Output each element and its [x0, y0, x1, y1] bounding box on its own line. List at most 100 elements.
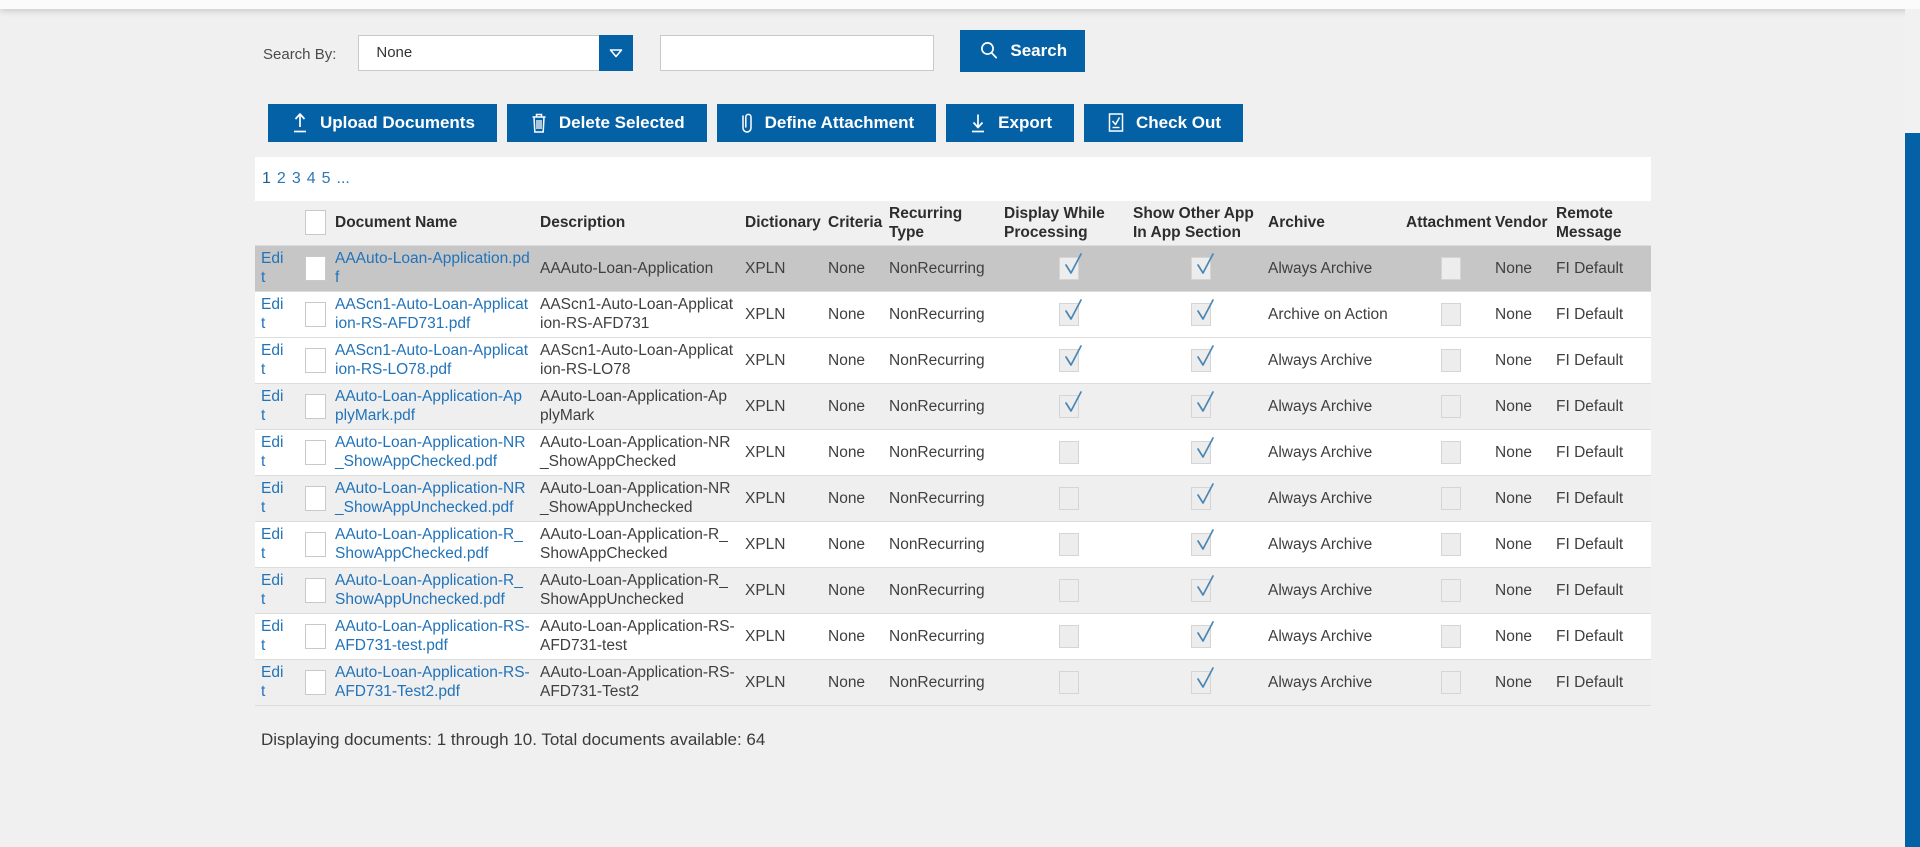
scrollbar-track[interactable] — [1905, 9, 1920, 847]
attachment-checkbox[interactable] — [1440, 670, 1461, 694]
attachment-checkbox[interactable] — [1440, 440, 1461, 464]
dictionary-cell: XPLN — [745, 627, 786, 645]
show-other-app-checkbox[interactable] — [1190, 344, 1214, 372]
row-checkbox[interactable] — [304, 347, 326, 373]
edit-link[interactable]: Edit — [261, 296, 284, 332]
criteria-cell: None — [828, 489, 866, 507]
remote-message-cell: FI Default — [1556, 627, 1624, 645]
document-name-link[interactable]: AAScn1-Auto-Loan-Application-RS-LO78.pdf — [335, 342, 529, 378]
display-while-processing-checkbox[interactable] — [1058, 440, 1079, 464]
edit-link[interactable]: Edit — [261, 526, 284, 562]
table-row: Edit AAuto-Loan-Application-R_ShowAppUnc… — [255, 567, 1651, 613]
document-name-link[interactable]: AAuto-Loan-Application-NR_ShowAppChecked… — [335, 434, 526, 470]
paperclip-icon — [739, 111, 755, 135]
vendor-cell: None — [1495, 397, 1533, 415]
dropdown-arrow-button[interactable] — [599, 34, 634, 71]
attachment-checkbox[interactable] — [1440, 302, 1461, 326]
document-name-link[interactable]: AAuto-Loan-Application-ApplyMark.pdf — [335, 388, 522, 424]
show-other-app-checkbox[interactable] — [1190, 436, 1214, 464]
description-cell: AAScn1-Auto-Loan-Application-RS-AFD731 — [540, 296, 734, 332]
pagination-page-link[interactable]: 3 — [291, 170, 301, 187]
define-attachment-button[interactable]: Define Attachment — [716, 104, 937, 142]
document-name-link[interactable]: AAuto-Loan-Application-RS-AFD731-test.pd… — [335, 618, 530, 654]
pagination-page-link[interactable]: 5 — [321, 170, 331, 187]
search-button[interactable]: Search — [960, 30, 1086, 72]
scrollbar-thumb[interactable] — [1905, 133, 1920, 847]
table-row: Edit AAAuto-Loan-Application.pdf AAAuto-… — [255, 245, 1651, 291]
row-checkbox[interactable] — [304, 577, 326, 603]
attachment-checkbox[interactable] — [1440, 256, 1461, 280]
pagination-page-link[interactable]: 2 — [276, 170, 286, 187]
export-button[interactable]: Export — [946, 104, 1074, 142]
row-checkbox[interactable] — [304, 393, 326, 419]
edit-link[interactable]: Edit — [261, 250, 284, 286]
edit-link[interactable]: Edit — [261, 664, 284, 700]
upload-documents-button[interactable]: Upload Documents — [268, 104, 497, 142]
edit-link[interactable]: Edit — [261, 434, 284, 470]
select-all-checkbox[interactable] — [304, 210, 326, 236]
description-cell: AAuto-Loan-Application-R_ShowAppUnchecke… — [540, 572, 728, 608]
attachment-checkbox[interactable] — [1440, 348, 1461, 372]
checkmark-icon — [1196, 574, 1214, 596]
row-checkbox[interactable] — [304, 485, 326, 511]
upload-icon — [290, 111, 310, 135]
display-while-processing-checkbox[interactable] — [1058, 532, 1079, 556]
document-name-link[interactable]: AAuto-Loan-Application-R_ShowAppUnchecke… — [335, 572, 523, 608]
remote-message-cell: FI Default — [1556, 351, 1624, 369]
description-cell: AAuto-Loan-Application-NR_ShowAppChecked — [540, 434, 731, 470]
check-out-button[interactable]: Check Out — [1084, 104, 1244, 142]
edit-link[interactable]: Edit — [261, 480, 284, 516]
show-other-app-checkbox[interactable] — [1190, 252, 1214, 280]
document-name-link[interactable]: AAuto-Loan-Application-RS-AFD731-Test2.p… — [335, 664, 530, 700]
display-while-processing-checkbox[interactable] — [1058, 578, 1079, 602]
attachment-checkbox[interactable] — [1440, 532, 1461, 556]
recurring-type-cell: NonRecurring — [889, 489, 985, 507]
row-checkbox[interactable] — [304, 623, 326, 649]
edit-link[interactable]: Edit — [261, 618, 284, 654]
display-while-processing-checkbox[interactable] — [1058, 390, 1082, 418]
attachment-checkbox[interactable] — [1440, 578, 1461, 602]
pagination-page-link[interactable]: 4 — [306, 170, 316, 187]
edit-link[interactable]: Edit — [261, 388, 284, 424]
document-name-link[interactable]: AAScn1-Auto-Loan-Application-RS-AFD731.p… — [335, 296, 529, 332]
document-name-link[interactable]: AAAuto-Loan-Application.pdf — [335, 250, 530, 286]
row-checkbox[interactable] — [304, 301, 326, 327]
display-while-processing-checkbox[interactable] — [1058, 344, 1082, 372]
show-other-app-checkbox[interactable] — [1190, 574, 1214, 602]
show-other-app-checkbox[interactable] — [1190, 620, 1214, 648]
show-other-app-checkbox[interactable] — [1190, 390, 1214, 418]
attachment-checkbox[interactable] — [1440, 486, 1461, 510]
description-cell: AAuto-Loan-Application-RS-AFD731-test — [540, 618, 735, 654]
description-cell: AAuto-Loan-Application-R_ShowAppChecked — [540, 526, 728, 562]
row-checkbox[interactable] — [304, 669, 326, 695]
show-other-app-checkbox[interactable] — [1190, 298, 1214, 326]
row-checkbox[interactable] — [304, 439, 326, 465]
display-while-processing-checkbox[interactable] — [1058, 252, 1082, 280]
show-other-app-checkbox[interactable] — [1190, 482, 1214, 510]
search-by-dropdown[interactable]: None — [358, 34, 634, 71]
row-checkbox[interactable] — [304, 531, 326, 557]
display-while-processing-checkbox[interactable] — [1058, 670, 1079, 694]
edit-link[interactable]: Edit — [261, 572, 284, 608]
archive-cell: Always Archive — [1268, 397, 1373, 415]
show-other-app-checkbox[interactable] — [1190, 528, 1214, 556]
document-name-link[interactable]: AAuto-Loan-Application-R_ShowAppChecked.… — [335, 526, 523, 562]
pagination-page-link[interactable]: ... — [336, 170, 350, 187]
table-row: Edit AAuto-Loan-Application-RS-AFD731-te… — [255, 613, 1651, 659]
attachment-checkbox[interactable] — [1440, 624, 1461, 648]
delete-selected-button[interactable]: Delete Selected — [506, 104, 707, 142]
recurring-type-cell: NonRecurring — [889, 305, 985, 323]
search-bar: Search By: None Search — [263, 30, 1086, 72]
display-while-processing-checkbox[interactable] — [1058, 486, 1079, 510]
search-input[interactable] — [660, 34, 935, 71]
attachment-checkbox[interactable] — [1440, 394, 1461, 418]
row-checkbox[interactable] — [304, 255, 326, 281]
checkmark-icon — [1196, 390, 1214, 412]
show-other-app-checkbox[interactable] — [1190, 666, 1214, 694]
display-while-processing-checkbox[interactable] — [1058, 624, 1079, 648]
edit-link[interactable]: Edit — [261, 342, 284, 378]
display-while-processing-checkbox[interactable] — [1058, 298, 1082, 326]
dictionary-cell: XPLN — [745, 673, 786, 691]
criteria-cell: None — [828, 673, 866, 691]
document-name-link[interactable]: AAuto-Loan-Application-NR_ShowAppUncheck… — [335, 480, 526, 516]
